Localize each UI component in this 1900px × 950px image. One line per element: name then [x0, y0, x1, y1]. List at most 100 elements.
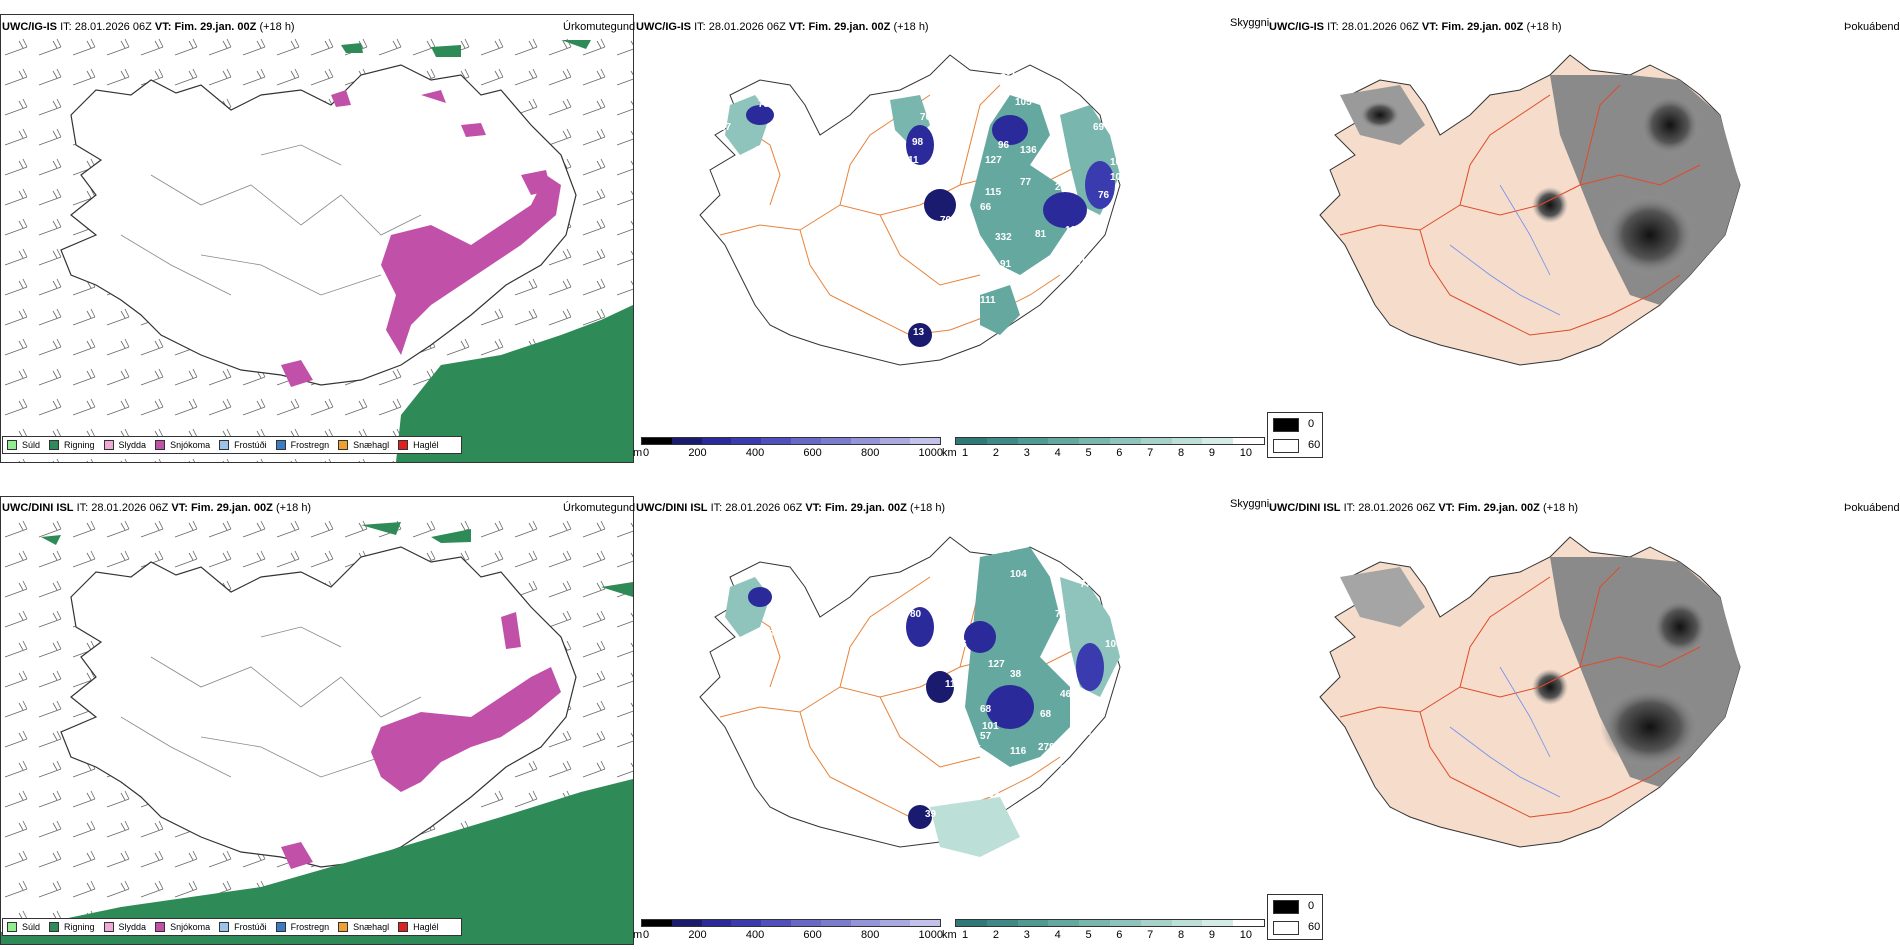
height-unit: m: [633, 447, 643, 459]
visibility-ticks-2: 1 2 3 4 5 6 7 8 9 10: [962, 929, 1252, 941]
precip-value-label: 24: [1055, 182, 1067, 193]
run-header-2: UWC/DINI ISL IT: 28.01.2026 06Z VT: Fim.…: [2, 502, 312, 514]
precip-value-label: 31: [758, 574, 770, 585]
legend-item-hail: Haglél: [398, 440, 439, 450]
precip-value-label: 29: [755, 145, 767, 156]
precip-type-map-1: [1, 35, 633, 462]
precip-value-label: 100: [1095, 734, 1112, 745]
precip-value-label: 139: [938, 237, 955, 248]
run-header-vis-2: UWC/DINI ISL IT: 28.01.2026 06Z VT: Fim.…: [636, 502, 946, 514]
visibility-map-2: [699, 536, 1121, 857]
precip-value-label: 148: [1060, 764, 1077, 775]
precip-value-labels-1: 73 37 29 107 105 111 76 98 96 127 11 136 115 66 77 24 69…: [720, 67, 1137, 358]
precip-value-label: 136: [1020, 145, 1037, 156]
model-name: UWC/IG-IS: [2, 21, 57, 33]
precip-value-label: 60: [1120, 627, 1132, 638]
precip-value-label: 13: [913, 327, 925, 338]
precip-value-label: 96: [1120, 127, 1132, 138]
iceland-outline: [60, 64, 577, 386]
precip-value-label: 46: [1060, 689, 1072, 700]
visibility-title: Skyggni: [1230, 17, 1270, 29]
precip-value-label: 111: [1105, 87, 1121, 98]
precip-value-label: 95: [970, 744, 982, 755]
model-name: UWC/DINI ISL: [2, 502, 74, 514]
precip-value-label: 70: [912, 215, 924, 226]
road-network-fog: [1339, 84, 1701, 336]
precip-value-label: 98: [912, 137, 924, 148]
precip-type-map-2: [1, 517, 633, 944]
valid-time: Fim. 29.jan. 00Z: [174, 21, 257, 33]
precip-value-label: 76: [970, 235, 982, 246]
precip-value-label: 113: [945, 679, 962, 690]
fog-legend-2: 0 60: [1267, 894, 1323, 940]
river-network: [1449, 184, 1561, 316]
precip-value-label: 53: [1120, 591, 1132, 602]
precip-value-label: 77: [1080, 579, 1092, 590]
height-colorbar-1: [641, 437, 941, 445]
precip-value-label: 98: [1080, 727, 1092, 738]
precip-type-panel-2: [0, 496, 634, 945]
run-header-1: UWC/IG-IS IT: 28.01.2026 06Z VT: Fim. 29…: [2, 21, 295, 33]
fog-grey-field: [1340, 75, 1740, 305]
run-header-fog-1: UWC/IG-IS IT: 28.01.2026 06Z VT: Fim. 29…: [1269, 21, 1562, 33]
precip-value-label: 57: [980, 731, 992, 742]
init-time: 28.01.2026 06Z: [74, 21, 152, 33]
precip-value-label: 37: [720, 122, 732, 133]
precip-type-legend-2: Súld Rigning Slydda Snjókoma Frostúði Fr…: [2, 918, 462, 936]
precip-value-label: 37: [912, 829, 924, 840]
precip-value-label: 109: [1065, 225, 1082, 236]
height-ticks-2: 0 200 400 600 800 1000: [643, 929, 943, 941]
precip-value-label: 127: [988, 659, 1005, 670]
height-ticks-1: 0 200 400 600 800 1000: [643, 447, 943, 459]
visibility-map-1: [699, 54, 1121, 366]
legend-item-snow-pellets: Snæhagl: [338, 440, 389, 450]
visibility-unit: km: [942, 447, 957, 459]
run-header-vis-1: UWC/IG-IS IT: 28.01.2026 06Z VT: Fim. 29…: [636, 21, 929, 33]
precip-value-label: 25: [762, 629, 774, 640]
precip-value-label: 111: [980, 295, 996, 306]
precip-value-label: 64: [912, 704, 924, 715]
fog-map-2: [1319, 536, 1741, 848]
fog-title: Þokuábendi: [1844, 21, 1900, 33]
precip-value-label: 127: [985, 155, 1002, 166]
fog-map-1: [1319, 54, 1741, 366]
precip-value-label: 96: [998, 140, 1010, 151]
legend-item-drizzle: Súld: [7, 440, 40, 450]
snow-area: [371, 667, 561, 792]
precip-value-label: 68: [980, 704, 992, 715]
visibility-title: Skyggni: [1230, 498, 1270, 510]
run-header-fog-2: UWC/DINI ISL IT: 28.01.2026 06Z VT: Fim.…: [1269, 502, 1579, 514]
precip-value-label: 104: [1010, 569, 1027, 580]
valid-time: Fim. 29.jan. 00Z: [190, 502, 273, 514]
precip-value-label: 91: [1000, 259, 1012, 270]
precip-value-label: 101: [1120, 145, 1137, 156]
precip-value-label: 66: [980, 202, 992, 213]
precip-value-label: 11: [908, 155, 919, 166]
precip-value-label: 80: [910, 609, 922, 620]
precip-value-label: 39: [925, 809, 937, 820]
visibility-colorbar-2: [955, 919, 1265, 927]
precip-value-label: 70: [1000, 544, 1012, 555]
precip-value-label: 69: [1093, 122, 1105, 133]
precip-value-label: 76: [1055, 609, 1067, 620]
precip-value-label: 59: [988, 789, 1000, 800]
lead-time: (+18 h): [275, 502, 312, 514]
precip-value-label: 106: [1110, 172, 1127, 183]
snow-area: [381, 175, 561, 355]
precip-type-title: Úrkomutegund: [563, 502, 636, 514]
precip-value-label: 77: [1020, 177, 1032, 188]
precip-value-label: 81: [1035, 229, 1047, 240]
rain-area: [396, 305, 633, 462]
precip-value-label: 279: [1038, 742, 1055, 753]
precip-value-label: 70: [940, 215, 952, 226]
precip-value-label: 115: [985, 187, 1002, 198]
iceland-outline: [60, 546, 577, 868]
precip-value-label: 101: [982, 721, 999, 732]
precip-value-label: 73: [970, 279, 982, 290]
legend-item-sleet: Slydda: [103, 440, 146, 450]
precip-value-label: 38: [1010, 669, 1022, 680]
precip-type-panel-1: [0, 14, 634, 463]
precip-value-label: 106: [1110, 157, 1127, 168]
precip-type-title: Úrkomutegund: [563, 21, 636, 33]
